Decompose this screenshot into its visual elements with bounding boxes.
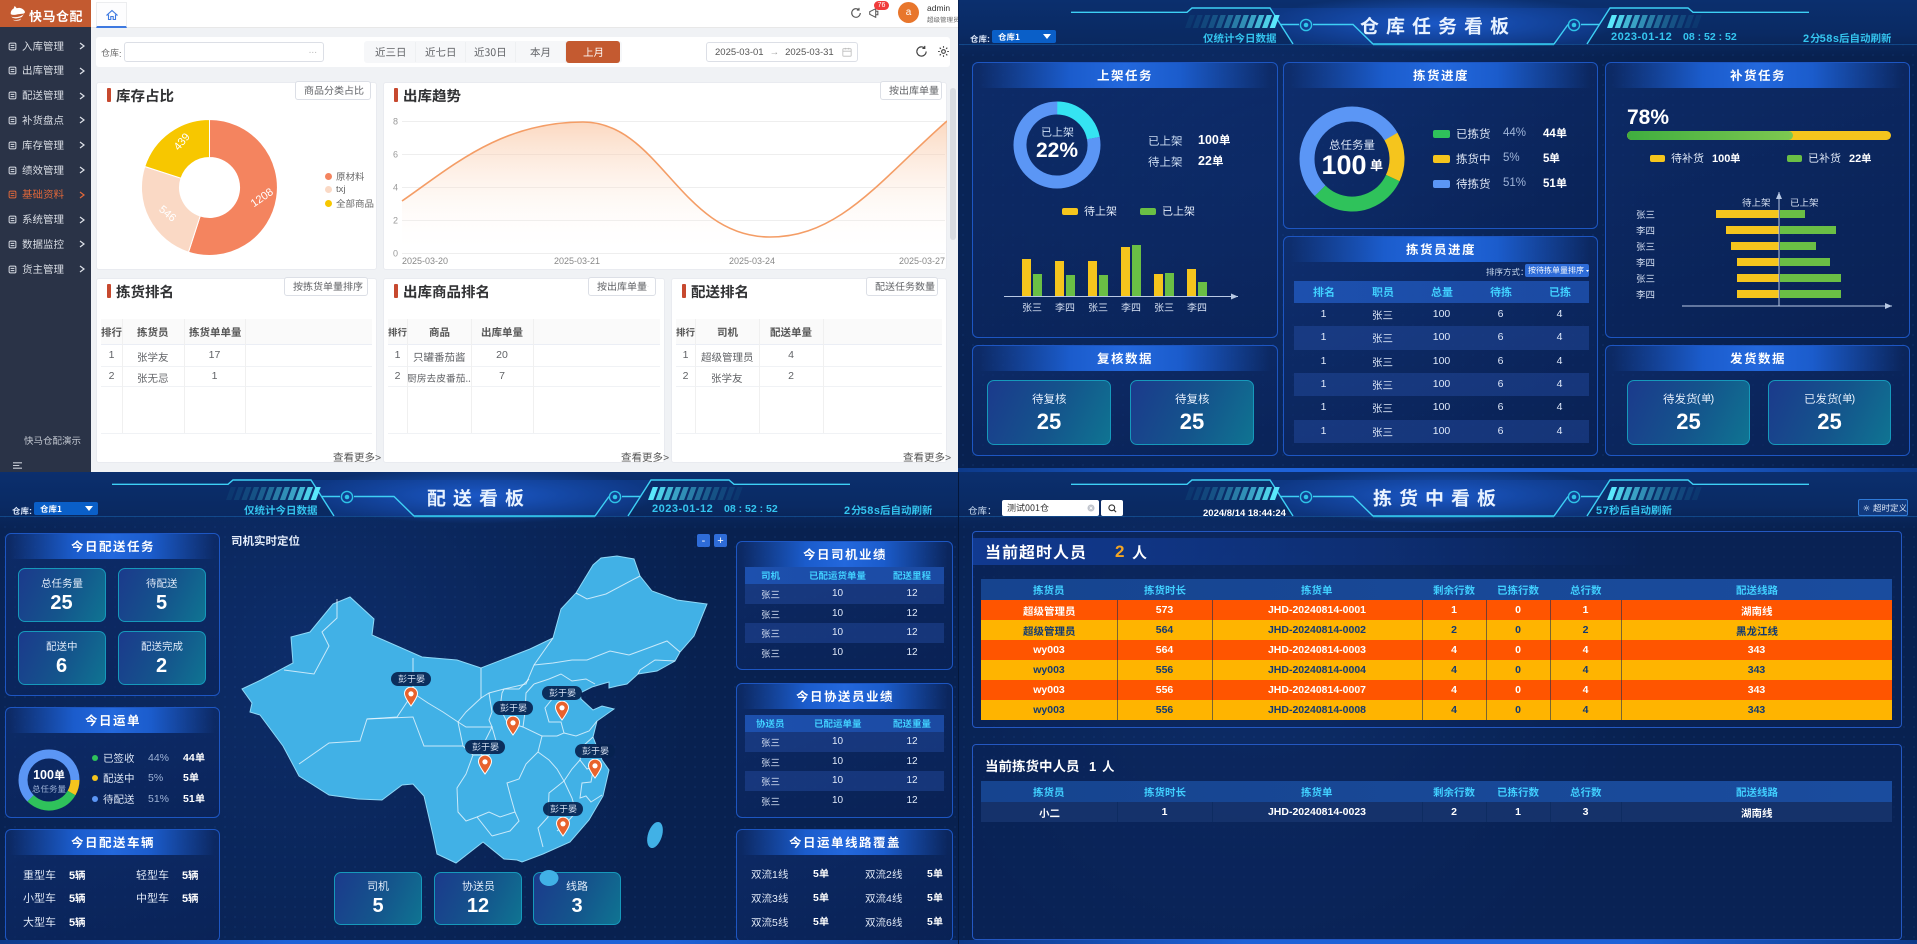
svg-text:2025-03-27: 2025-03-27 [899,256,945,266]
svg-text:2: 2 [393,216,398,226]
svg-text:2025-03-21: 2025-03-21 [554,256,600,266]
svg-text:8: 8 [393,117,398,127]
svg-text:4: 4 [393,183,398,193]
svg-text:2025-03-20: 2025-03-20 [402,256,448,266]
svg-text:6: 6 [393,150,398,160]
svg-text:2025-03-24: 2025-03-24 [729,256,775,266]
svg-text:0: 0 [393,249,398,259]
